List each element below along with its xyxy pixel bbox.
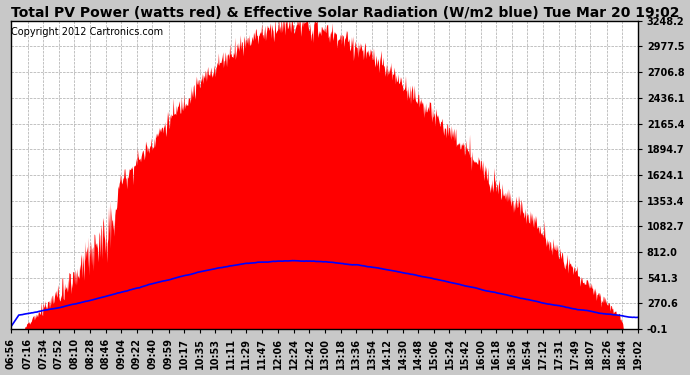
- Text: Total PV Power (watts red) & Effective Solar Radiation (W/m2 blue) Tue Mar 20 19: Total PV Power (watts red) & Effective S…: [10, 6, 679, 20]
- Text: Copyright 2012 Cartronics.com: Copyright 2012 Cartronics.com: [11, 27, 164, 37]
